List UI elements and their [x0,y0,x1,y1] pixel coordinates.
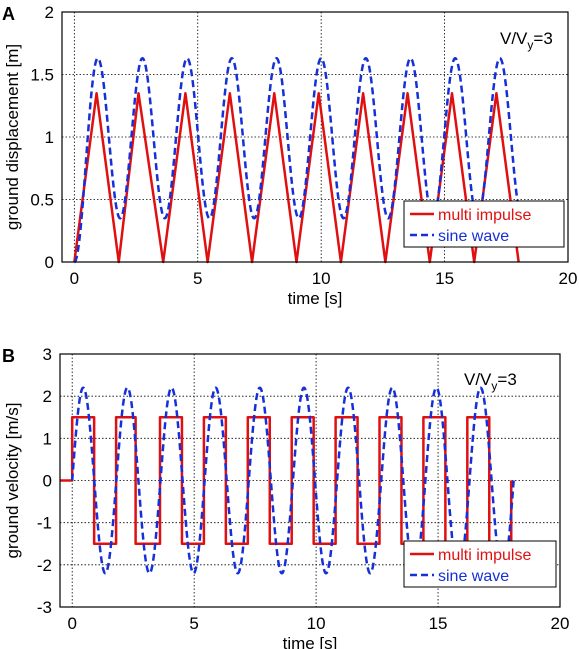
panel-b-annotation-tail: =3 [497,370,516,389]
panel-b-legend: multi impulse sine wave [403,540,557,588]
panel-a-legend-box [403,200,565,248]
panel-a-legend-label-sine-wave: sine wave [438,228,509,245]
panel-b-legend-box [403,540,557,588]
panel-b-letter: B [2,346,15,366]
panel-a-legend: multi impulse sine wave [403,200,565,248]
panel-b-legend-label-sine-wave: sine wave [438,568,509,585]
x-tick-label: 10 [307,614,326,633]
panel-a: A 0 5 10 15 20 0 0.5 1 1.5 2 time [s] ground disp… [2,3,577,308]
panel-b-ylabel: ground velocity [m/s] [3,403,22,559]
panel-a-xlabel: time [s] [288,289,343,308]
x-tick-label: 5 [193,269,202,288]
panel-b-annotation-main: V/V [464,370,492,389]
panel-a-grid [62,12,568,262]
panel-a-annotation-sub: y [527,38,533,52]
panel-b-tick-labels: 0 5 10 15 20 -3 -2 -1 0 1 2 3 [37,345,570,633]
x-tick-label: 10 [312,269,331,288]
x-tick-label: 20 [559,269,578,288]
y-tick-label: 1 [43,429,52,448]
panel-a-annotation-main: V/V [500,29,528,48]
series-line [60,416,513,545]
y-tick-label: 0 [45,253,54,272]
series-line [73,57,528,264]
panel-b-legend-label-multi-impulse: multi impulse [438,547,531,564]
y-tick-label: 1.5 [30,66,54,85]
y-tick-label: 2 [43,387,52,406]
y-tick-label: -2 [37,556,52,575]
panel-b-series [60,386,515,575]
panel-a-legend-label-multi-impulse: multi impulse [438,207,531,224]
x-tick-label: 20 [551,614,570,633]
y-tick-label: 2 [45,3,54,22]
x-tick-label: 15 [429,614,448,633]
panel-a-annotation-tail: =3 [533,29,552,48]
x-tick-label: 0 [67,614,76,633]
panel-b-grid [60,354,560,607]
panel-b-annotation: V/Vy=3 [464,370,517,393]
y-tick-label: 3 [43,345,52,364]
y-tick-label: -1 [37,514,52,533]
series-line [70,386,515,575]
panel-a-axes-frame [61,11,569,263]
panel-a-ylabel: ground displacement [m] [3,44,22,230]
panel-a-tick-labels: 0 5 10 15 20 0 0.5 1 1.5 2 [30,3,577,288]
y-tick-label: 0 [43,472,52,491]
y-tick-label: 0.5 [30,191,54,210]
panel-b-annotation-sub: y [491,379,497,393]
x-tick-label: 5 [189,614,198,633]
x-tick-label: 0 [70,269,79,288]
panel-a-annotation: V/Vy=3 [500,29,553,52]
panel-b-xlabel: time [s] [283,634,338,649]
y-tick-label: 1 [45,128,54,147]
panel-b-axes-frame [59,353,561,608]
y-tick-label: -3 [37,598,52,617]
panel-a-letter: A [2,4,15,24]
panel-b: B 0 5 10 15 20 -3 -2 -1 0 1 2 3 time [s] ground vel… [2,345,569,649]
x-tick-label: 15 [435,269,454,288]
